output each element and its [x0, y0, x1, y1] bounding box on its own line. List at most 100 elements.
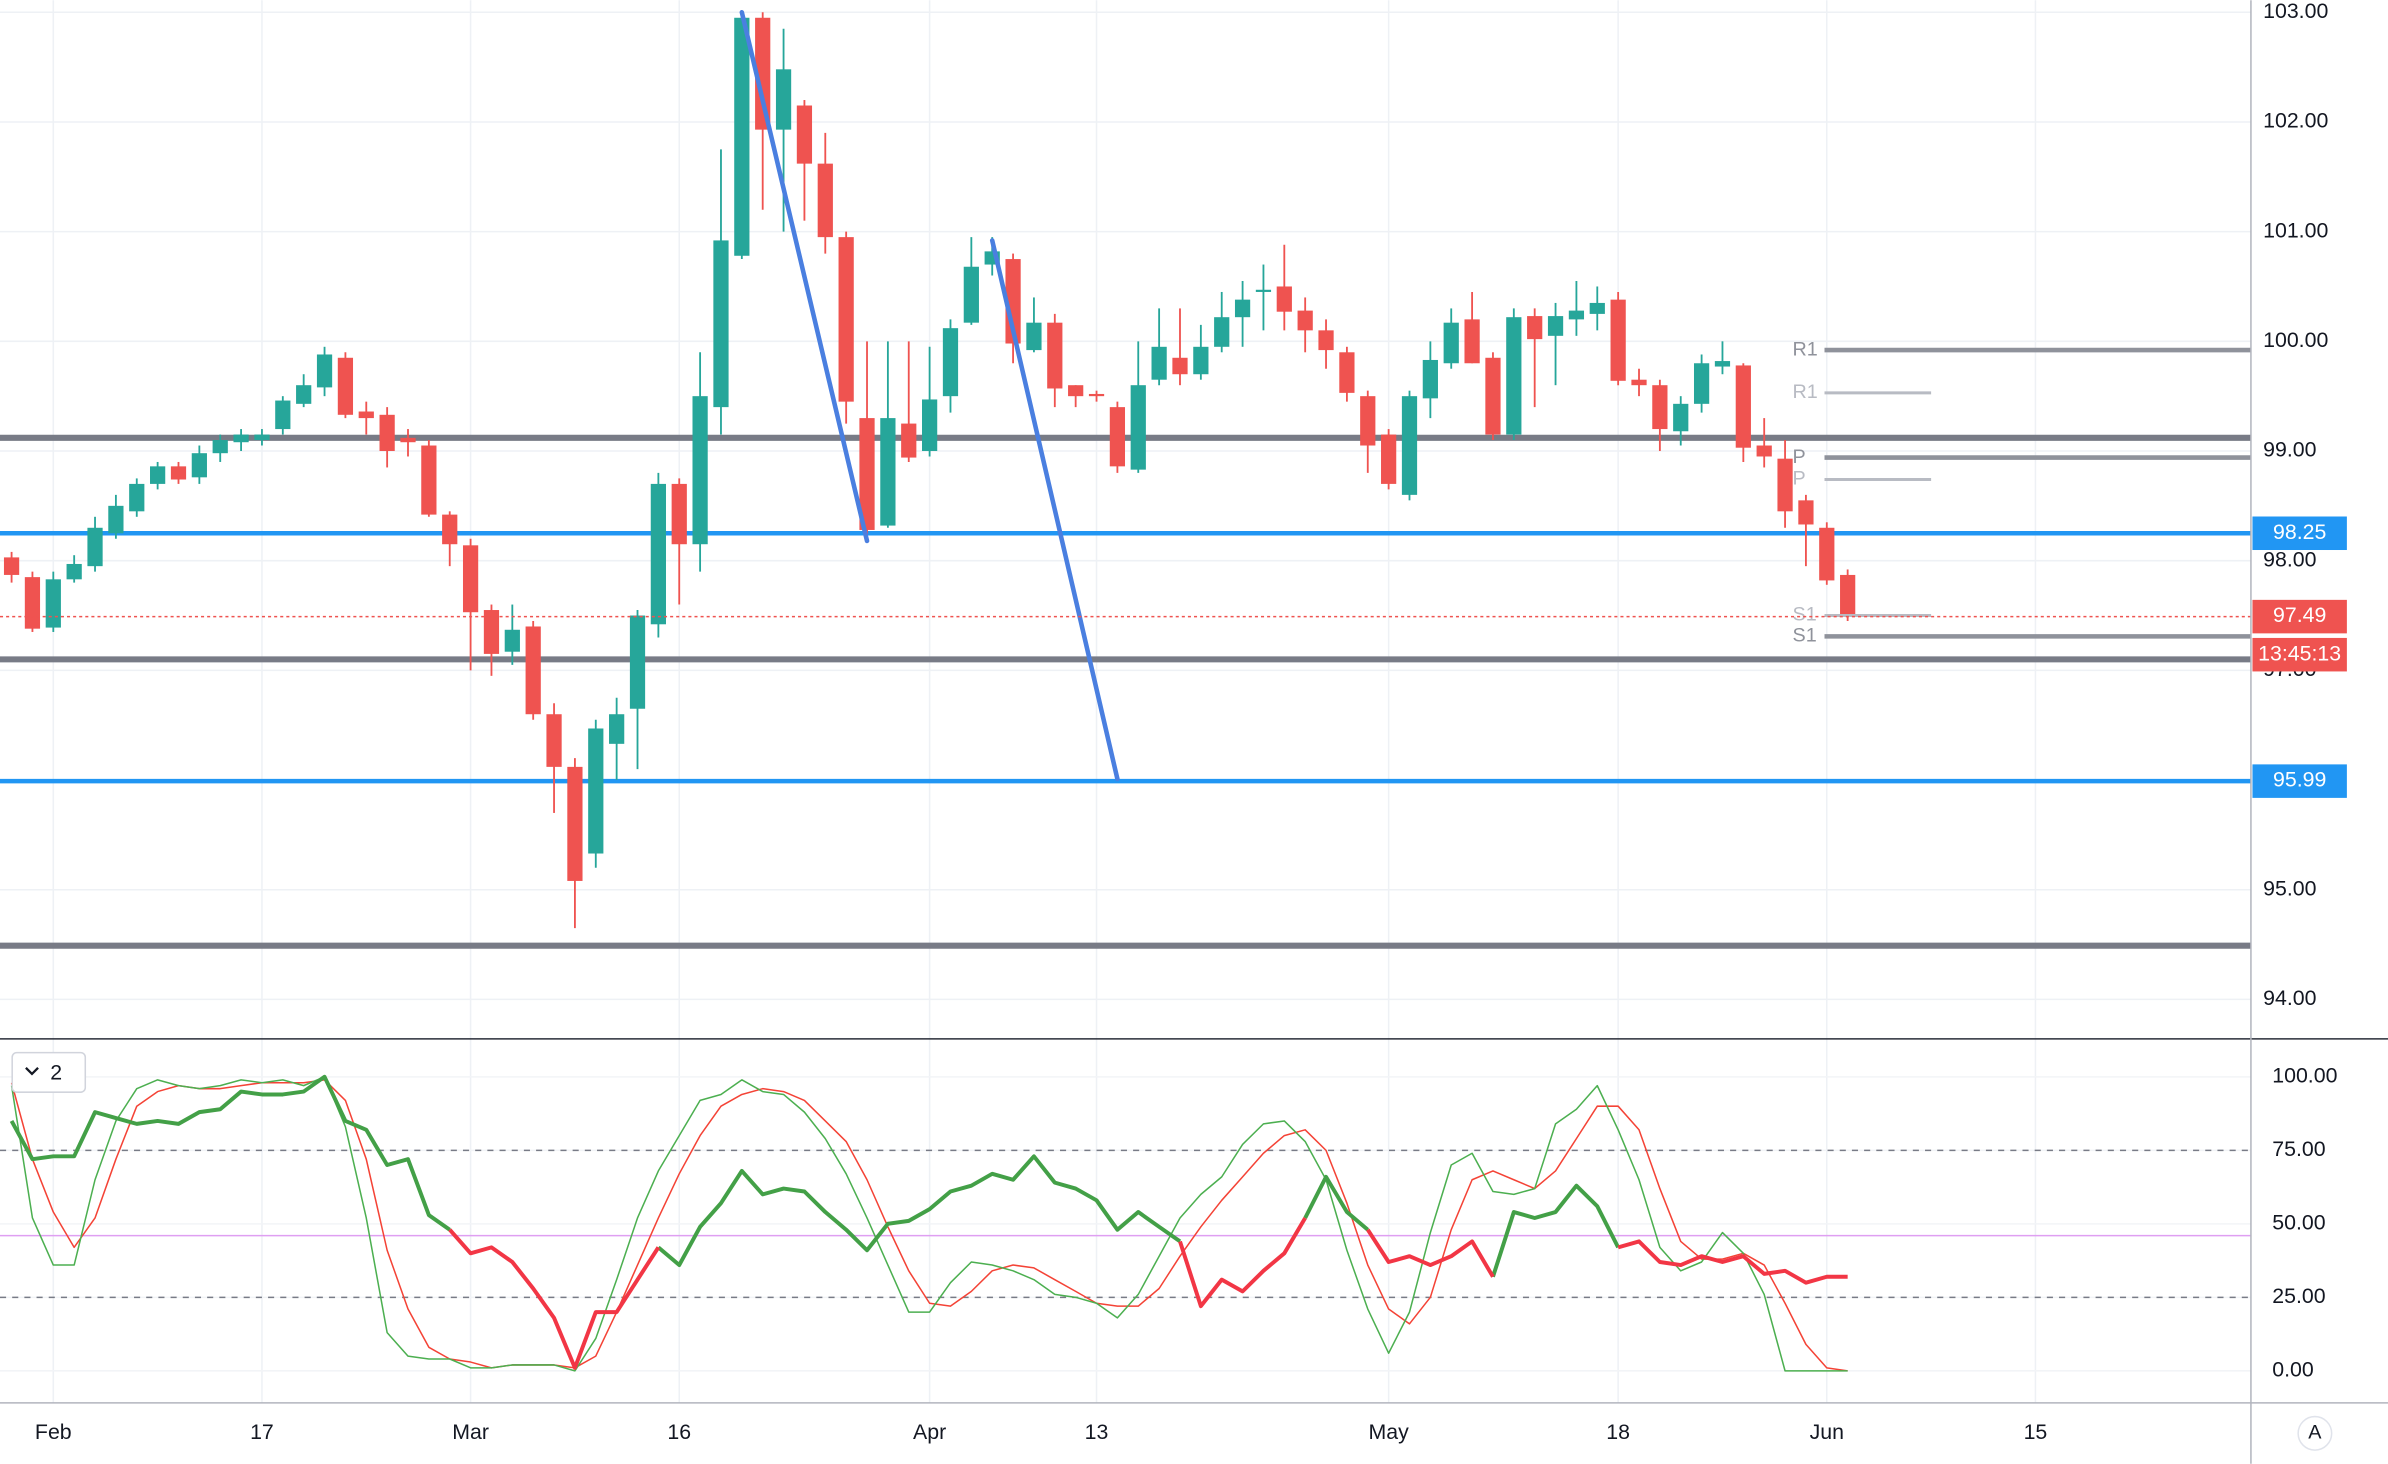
candle-body — [692, 396, 708, 545]
candle-body — [734, 17, 750, 256]
y-tick-label: 95.00 — [2263, 876, 2316, 900]
level-badge: 98.25 — [2273, 520, 2326, 544]
x-tick-label: Feb — [35, 1420, 72, 1444]
last-price-badge-bg — [2252, 599, 2347, 634]
candle-body — [1422, 359, 1438, 399]
candle-body — [358, 411, 374, 419]
grid — [0, 0, 2251, 1403]
x-tick-label: 18 — [1606, 1420, 1630, 1444]
legend-chevron[interactable] — [25, 1067, 39, 1076]
osc-tick-label: 25.00 — [2272, 1284, 2325, 1308]
candle-body — [671, 483, 687, 545]
y-tick-label: 103.00 — [2263, 0, 2328, 23]
candle-body — [1255, 289, 1272, 292]
candle-body — [859, 418, 875, 530]
axes: Feb17Mar16Apr13May18Jun1594.0095.0097.00… — [35, 0, 2347, 1444]
candle-body — [650, 483, 666, 625]
x-tick-label: May — [1369, 1420, 1410, 1444]
candle-body — [1840, 574, 1856, 617]
candle-body — [880, 418, 896, 526]
x-tick-label: Jun — [1810, 1420, 1844, 1444]
legend-frame[interactable] — [11, 1051, 87, 1093]
candle-body — [150, 466, 166, 484]
candle-body — [525, 626, 541, 715]
candle-body — [713, 240, 729, 408]
candle-body — [1527, 316, 1543, 340]
candle-body — [462, 545, 479, 613]
candle-body — [233, 434, 249, 443]
candle-body — [191, 453, 207, 478]
pivot-label: P — [1793, 446, 1806, 468]
candle-body — [1297, 310, 1313, 331]
candle-body — [921, 399, 938, 451]
candle-body — [400, 437, 416, 443]
candle-body — [546, 714, 562, 767]
candle-body — [296, 385, 312, 404]
candle-body — [337, 357, 354, 415]
candle-body — [129, 483, 145, 512]
candle-body — [609, 714, 625, 744]
candle-body — [1610, 299, 1626, 381]
y-tick-label: 101.00 — [2263, 218, 2328, 242]
pivot-label: S1 — [1793, 604, 1817, 626]
x-tick-label: 16 — [667, 1420, 691, 1444]
candle-body — [1068, 385, 1084, 397]
candle-body — [629, 615, 646, 709]
candle-body — [1234, 299, 1251, 318]
pivot-label: P — [1793, 468, 1806, 490]
candle-body — [1756, 445, 1772, 457]
candle-body — [796, 105, 813, 164]
candle-body — [3, 557, 20, 575]
candle-body — [588, 728, 604, 854]
oscillator-pane — [0, 1074, 2251, 1372]
candle-body — [1193, 346, 1209, 375]
legend-box[interactable]: 2 — [11, 1051, 87, 1093]
trend-line — [989, 238, 1120, 782]
countdown-badge-bg — [2252, 637, 2347, 672]
y-tick-label: 99.00 — [2263, 438, 2316, 462]
candle-body — [1360, 396, 1376, 446]
osc-tick-label: 0.00 — [2272, 1357, 2314, 1381]
level-badge: 95.99 — [2273, 768, 2326, 792]
candle-body — [421, 445, 437, 515]
candle-body — [1568, 310, 1585, 320]
candle-body — [817, 163, 833, 238]
candle-body — [1589, 302, 1605, 314]
candle-body — [275, 400, 291, 430]
candle-body — [1443, 322, 1459, 364]
osc-line — [9, 1074, 1620, 1278]
x-tick-label: 17 — [250, 1420, 274, 1444]
candle-body — [1130, 385, 1146, 470]
auto-button-frame[interactable] — [2297, 1415, 2333, 1451]
candle-body — [901, 423, 917, 458]
last-price-badge: 97.49 — [2273, 603, 2326, 627]
candle-body — [1026, 322, 1042, 351]
candle-body — [442, 514, 458, 545]
auto-scale-button[interactable]: A — [2297, 1415, 2333, 1451]
candle-body — [1381, 434, 1397, 484]
candle-body — [755, 17, 771, 130]
candle-body — [775, 69, 792, 130]
candle-body — [1631, 379, 1647, 386]
candle-body — [24, 577, 41, 629]
candle-body — [1798, 500, 1814, 525]
candle-body — [170, 466, 187, 480]
candle-body — [254, 434, 270, 441]
x-tick-label: 13 — [1085, 1420, 1109, 1444]
candle-body — [1652, 385, 1668, 430]
candle-body — [567, 766, 583, 881]
candle-body — [1819, 527, 1835, 581]
candle-body — [316, 354, 333, 388]
candle-body — [1172, 357, 1188, 375]
candle-body — [379, 414, 395, 451]
candle-body — [1339, 352, 1355, 393]
osc-line — [448, 1216, 1848, 1370]
candle-body — [1673, 403, 1689, 432]
level-badge-bg — [2252, 516, 2347, 551]
auto-button-label: A — [2308, 1422, 2322, 1444]
candle-body — [1693, 363, 1710, 404]
y-tick-label: 94.00 — [2263, 986, 2316, 1010]
